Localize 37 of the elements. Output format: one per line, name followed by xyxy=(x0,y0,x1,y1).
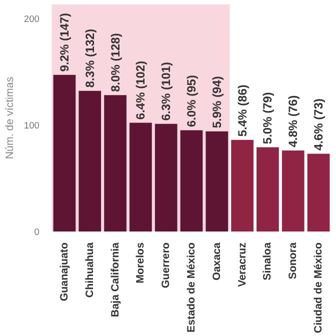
x-tick-label: Baja California xyxy=(109,242,122,318)
data-label: 6.0% (95) xyxy=(184,75,198,128)
data-label: 5.9% (94) xyxy=(210,76,224,128)
x-tick-label: Guerrero xyxy=(160,242,172,288)
data-label: 8.3% (132) xyxy=(82,28,97,88)
bar xyxy=(206,131,228,232)
bar xyxy=(78,90,102,232)
x-tick-label: Morelos xyxy=(134,242,147,284)
data-label: 4.6% (73) xyxy=(312,98,326,151)
y-axis-title: Núm. de víctimas xyxy=(4,76,16,160)
x-tick-label: Chihuahua xyxy=(84,242,96,298)
data-label: 8.0% (128) xyxy=(108,33,122,92)
bar xyxy=(282,150,304,232)
x-tick-label: Ciudad de México xyxy=(312,242,325,334)
bar xyxy=(307,154,330,232)
x-tick-label: Sinaloa xyxy=(262,242,274,280)
y-tick-label: 0 xyxy=(34,227,40,237)
bar xyxy=(130,122,152,232)
data-label: 9.2% (147) xyxy=(57,12,72,72)
data-label: 6.3% (101) xyxy=(159,62,174,121)
bar xyxy=(180,130,203,232)
data-label: 4.8% (76) xyxy=(286,95,300,148)
bar xyxy=(154,124,178,232)
bar xyxy=(104,95,126,232)
x-tick-label: Oaxaca xyxy=(210,242,223,280)
data-label: 6.4% (102) xyxy=(134,60,148,120)
y-tick-label: 200 xyxy=(24,14,40,24)
x-tick-label: Guanajuato xyxy=(58,242,70,302)
bar xyxy=(256,147,279,232)
x-tick-label: Sonora xyxy=(287,242,300,280)
data-label: 5.0% (79) xyxy=(260,92,275,144)
x-tick-label: Veracruz xyxy=(236,242,248,287)
bar xyxy=(231,140,254,232)
bar xyxy=(53,74,76,232)
y-tick-label: 100 xyxy=(24,120,40,130)
x-tick-label: Estado de México xyxy=(186,242,198,333)
data-label: 5.4% (86) xyxy=(235,84,250,137)
